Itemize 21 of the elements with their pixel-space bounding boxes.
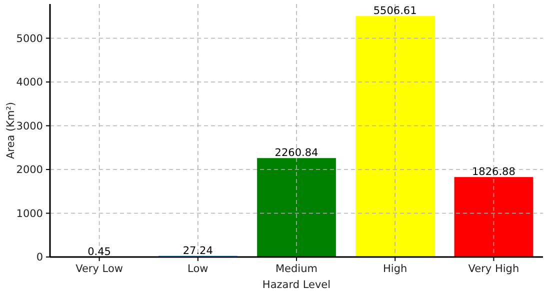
x-tick-label: Medium — [276, 263, 318, 275]
x-tick-label: Low — [188, 263, 209, 275]
y-tick-label: 5000 — [16, 32, 43, 45]
x-axis-title: Hazard Level — [262, 279, 331, 291]
y-tick-label: 0 — [36, 252, 43, 264]
x-tick-label: Very High — [468, 263, 520, 275]
data-label: 27.24 — [182, 244, 214, 257]
x-tick-label: Very Low — [76, 263, 124, 275]
bar — [356, 16, 435, 257]
data-label: 2260.84 — [274, 147, 319, 160]
y-tick-label: 4000 — [16, 76, 43, 89]
y-tick-label: 2000 — [16, 164, 43, 176]
data-label: 5506.61 — [373, 5, 417, 18]
y-tick-label: 1000 — [16, 208, 43, 220]
y-tick-label: 3000 — [16, 120, 43, 132]
data-label: 1826.88 — [472, 166, 516, 178]
x-tick-label: High — [383, 263, 408, 275]
bar — [257, 158, 336, 257]
bar — [454, 177, 534, 257]
y-axis-title: Area (Km²) — [5, 102, 17, 160]
data-label: 0.45 — [88, 246, 111, 258]
